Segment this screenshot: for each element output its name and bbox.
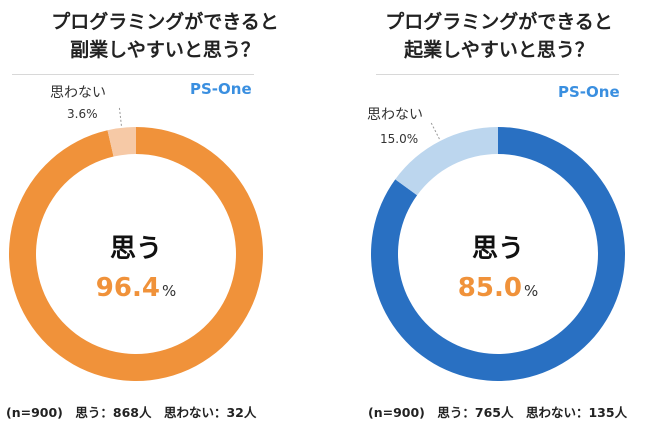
chart-1-note: (n=900) 思う：868人 思わない：32人 bbox=[6, 405, 257, 420]
chart-1-center-unit: % bbox=[161, 282, 177, 300]
chart-1-title: プログラミングができると 副業しやすいと思う？ bbox=[15, 8, 315, 64]
chart-1-center-value: 96.4 bbox=[95, 273, 160, 303]
chart-2-title-line-2: 起業しやすいと思う？ bbox=[404, 39, 594, 61]
chart-2-brand-logo: PS-One bbox=[558, 83, 620, 101]
chart-2-center-label: 思う 85.0% bbox=[418, 228, 578, 303]
chart-1-slice-value-no: 3.6% bbox=[67, 107, 98, 121]
chart-1-brand-logo: PS-One bbox=[190, 80, 252, 98]
chart-2-note: (n=900) 思う：765人 思わない：135人 bbox=[368, 405, 628, 420]
chart-1-center-label: 思う 96.4% bbox=[56, 228, 216, 303]
chart-2-slice-value-no: 15.0% bbox=[380, 132, 419, 146]
chart-2-slice-label-no: 思わない bbox=[367, 107, 423, 123]
chart-2-center-unit: % bbox=[523, 282, 539, 300]
chart-1-slice-no bbox=[107, 127, 136, 157]
chart-2-title-line-1: プログラミングができると bbox=[385, 11, 613, 33]
chart-1-slice-label-no: 思わない bbox=[50, 85, 106, 101]
chart-2-divider bbox=[376, 74, 619, 75]
chart-2-center-value: 85.0 bbox=[457, 273, 522, 303]
chart-2-title: プログラミングができると 起業しやすいと思う？ bbox=[349, 8, 649, 64]
chart-1-leader-line bbox=[118, 107, 122, 126]
chart-1-center-category: 思う bbox=[109, 234, 162, 264]
chart-1-divider bbox=[12, 74, 254, 75]
chart-2-leader-line bbox=[430, 122, 440, 140]
chart-1-title-line-1: プログラミングができると bbox=[51, 11, 279, 33]
chart-1-title-line-2: 副業しやすいと思う？ bbox=[70, 39, 260, 61]
chart-2-slice-no bbox=[395, 127, 498, 196]
chart-2-center-category: 思う bbox=[471, 234, 524, 264]
